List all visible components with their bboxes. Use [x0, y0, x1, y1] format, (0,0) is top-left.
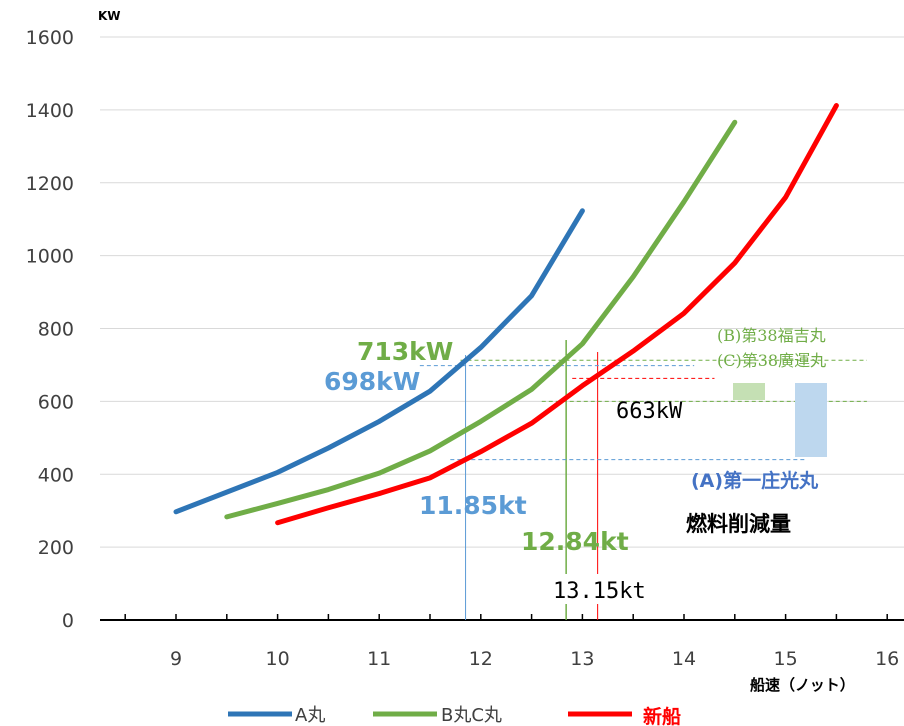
x-axis-unit-label: 船速（ノット） [750, 676, 855, 694]
legend-label-bc: B丸C丸 [441, 705, 502, 726]
a-speed-label: 11.85kt [419, 491, 527, 520]
y-tick-label: 1600 [26, 27, 74, 49]
x-tick-label: 12 [469, 648, 493, 670]
y-axis-unit-label: KW [98, 9, 121, 23]
y-tick-label: 400 [38, 464, 74, 486]
x-tick-label: 11 [367, 648, 391, 670]
reduction-label: 燃料削減量 [686, 512, 791, 536]
new-speed-label-bg [548, 574, 644, 604]
y-tick-label: 200 [38, 537, 74, 559]
x-tick-label: 15 [774, 648, 798, 670]
y-tick-label: 800 [38, 319, 74, 341]
series-line-bc [224, 119, 738, 520]
guide-lines [419, 340, 867, 620]
x-tick-label: 13 [570, 648, 594, 670]
y-tick-label: 600 [38, 391, 74, 413]
x-tick-label: 14 [672, 648, 696, 670]
x-tick-label: 16 [875, 648, 899, 670]
grid-lines [100, 36, 904, 621]
y-tick-label: 0 [62, 610, 74, 632]
new-power-label: 663kW [616, 399, 683, 424]
y-tick-label: 1400 [26, 100, 74, 122]
new-speed-label: 13.15kt [553, 579, 646, 604]
legend: A丸 B丸C丸 新船 [228, 705, 681, 726]
x-tick-label: 10 [266, 648, 290, 670]
series-line-a [173, 208, 585, 515]
b-speed-label: 12.84kt [521, 527, 629, 556]
y-tick-label: 1200 [26, 173, 74, 195]
legend-label-new: 新船 [643, 705, 681, 726]
reduction-bar-bc [733, 383, 765, 400]
a-power-label: 698kW [324, 367, 420, 396]
y-tick-label: 1000 [26, 246, 74, 268]
series-line-new [275, 103, 839, 526]
x-axis-ticks: 9 10 11 12 13 14 15 16 [124, 614, 899, 670]
series-layer [173, 103, 839, 526]
x-tick-label: 9 [170, 648, 182, 670]
y-axis-ticks: 0 200 400 600 800 1000 1200 1400 1600 [26, 27, 74, 632]
legend-label-a: A丸 [295, 705, 325, 726]
label-b-vessel: (B)第38福吉丸 [717, 326, 826, 345]
label-c-vessel: (C)第38廣運丸 [717, 351, 826, 370]
label-a-vessel: (A)第一庄光丸 [691, 469, 819, 492]
b-power-label: 713kW [357, 337, 453, 366]
reduction-bar-a [795, 383, 827, 457]
